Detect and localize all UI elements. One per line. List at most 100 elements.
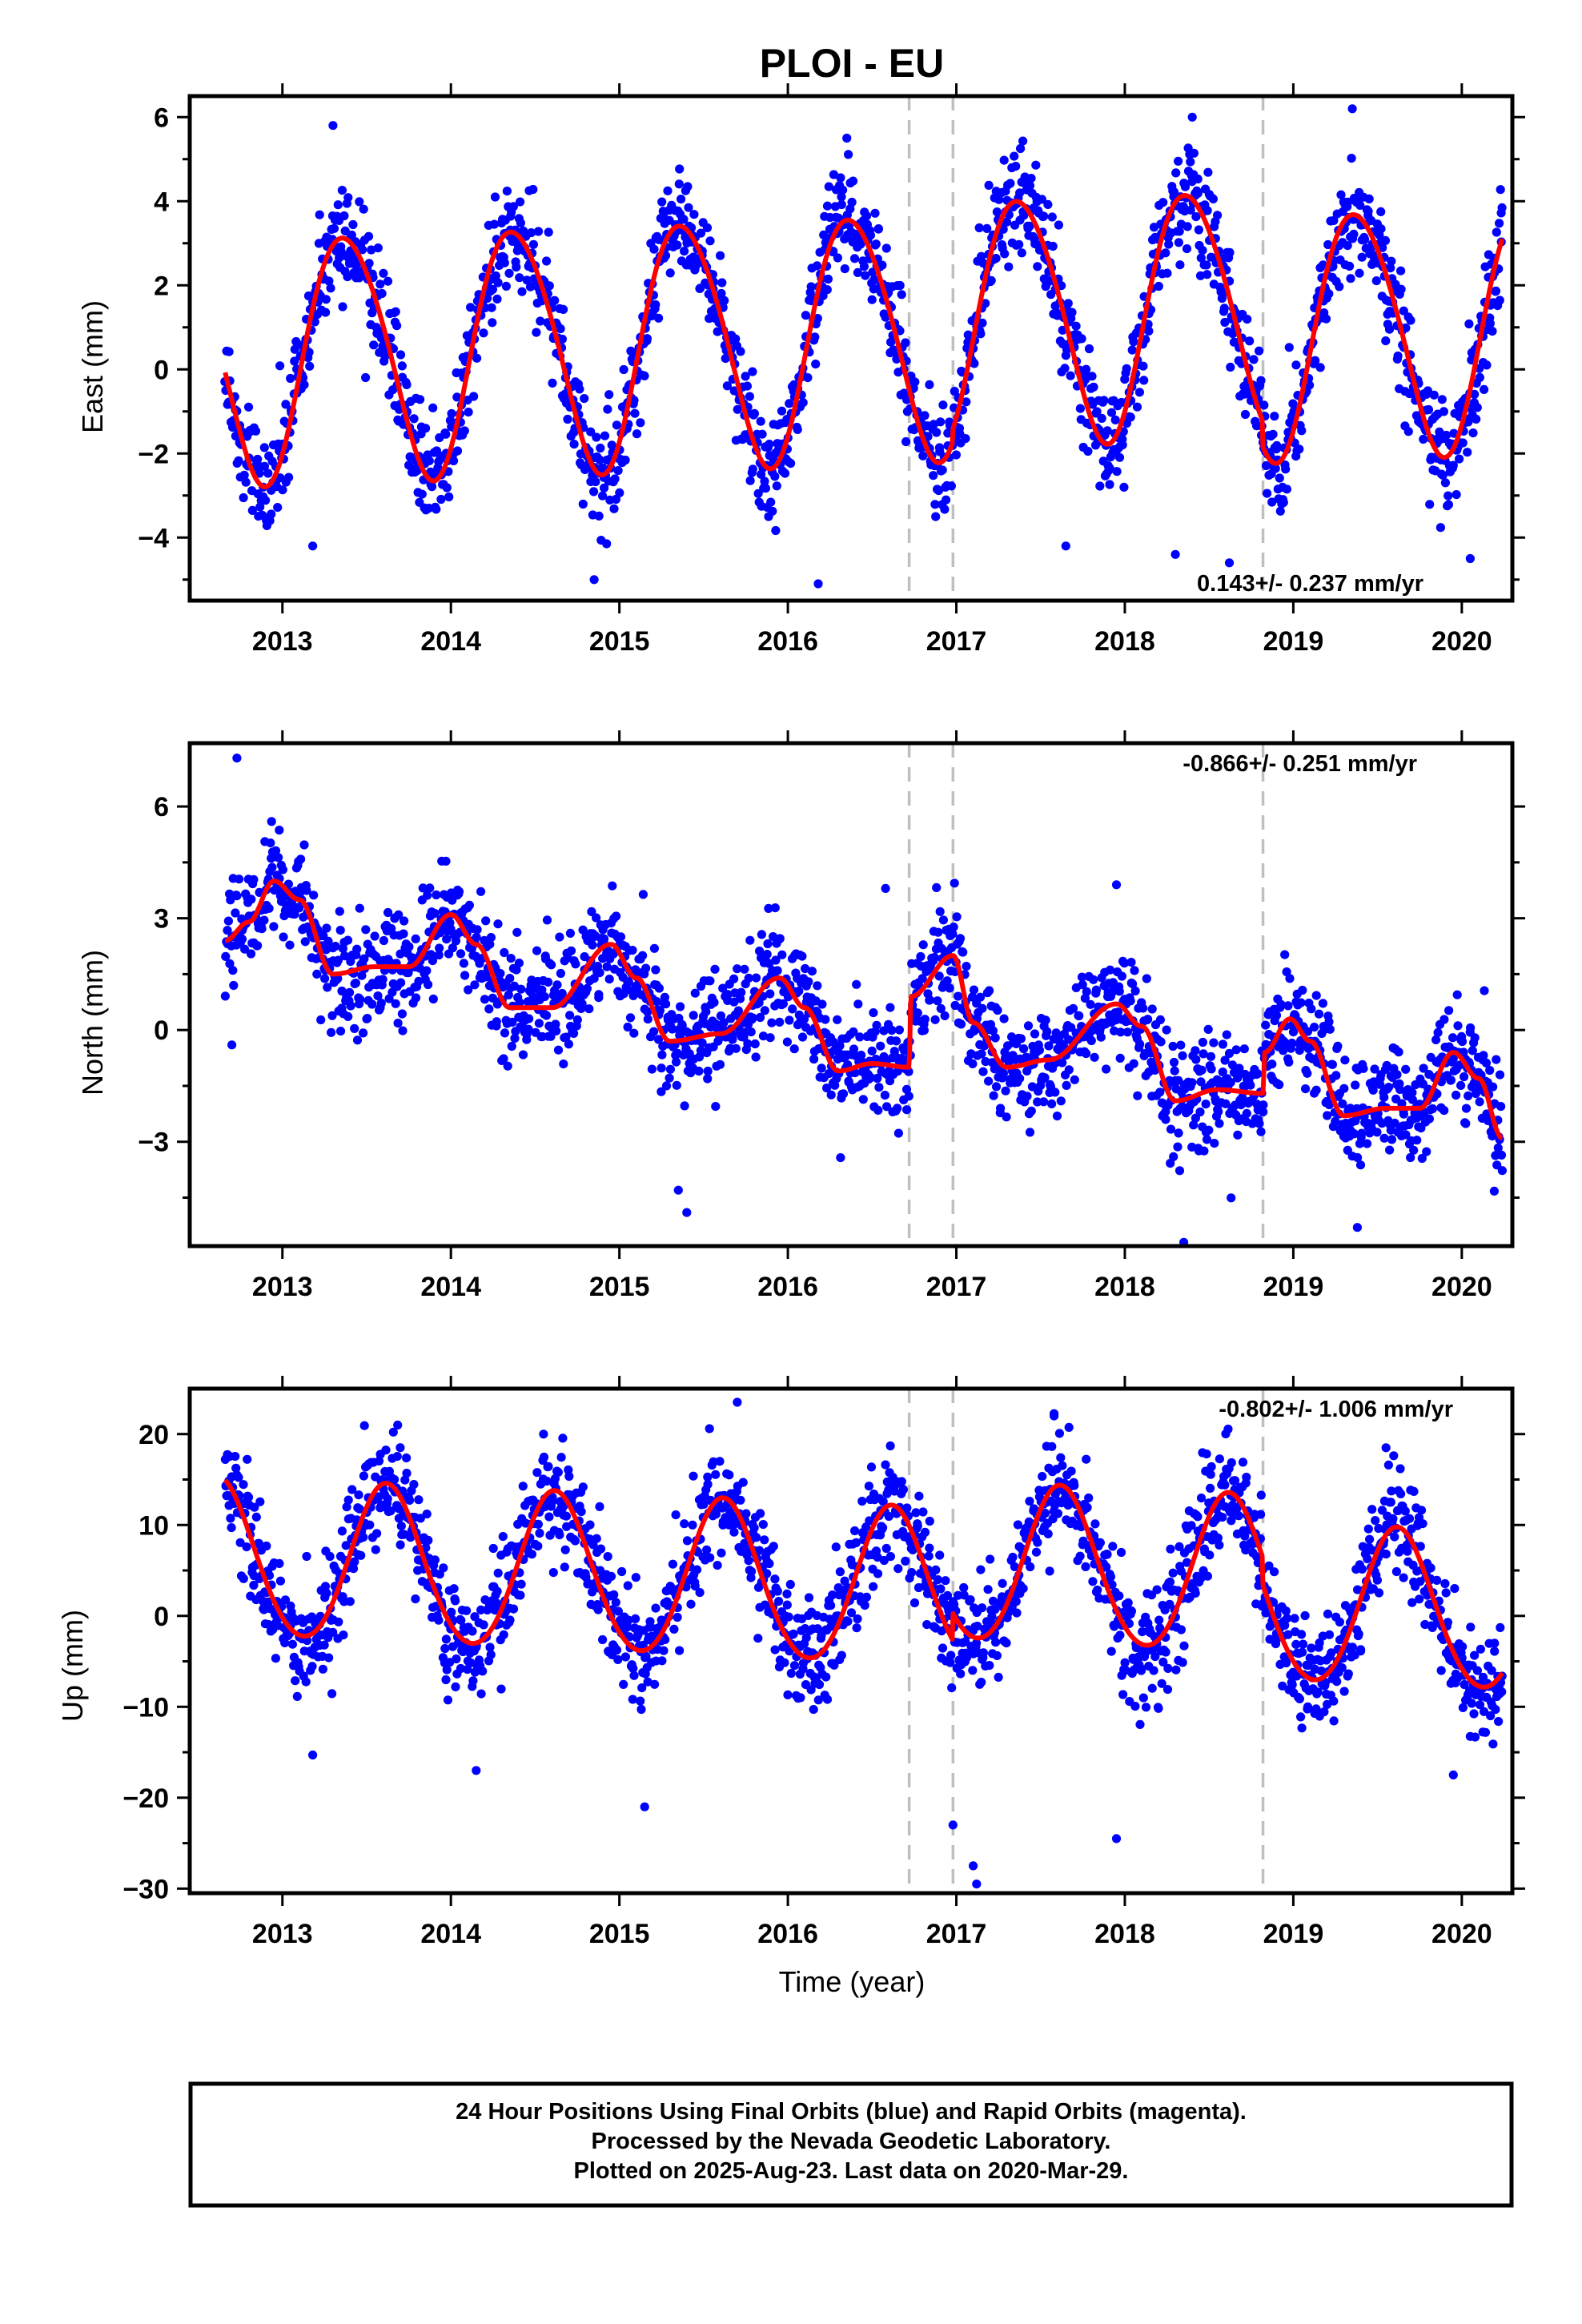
north-data-point — [227, 1040, 237, 1050]
north-data-point — [932, 883, 942, 892]
north-data-point — [1470, 1033, 1480, 1043]
east-data-point — [569, 440, 579, 449]
east-data-point — [696, 228, 706, 238]
north-data-point — [975, 992, 986, 1002]
east-y-axis-title: East (mm) — [76, 300, 109, 433]
north-y-tick-label: 0 — [154, 1015, 169, 1046]
east-x-tick-label: 2017 — [926, 626, 987, 657]
north-data-point — [1253, 1069, 1263, 1079]
north-data-point — [566, 946, 576, 955]
up-data-point — [416, 1514, 425, 1523]
up-data-point — [456, 1663, 466, 1674]
east-data-point — [402, 380, 412, 389]
north-data-point — [1355, 1139, 1365, 1148]
east-data-point — [557, 334, 568, 344]
east-data-point — [1011, 162, 1021, 171]
east-data-point — [1288, 399, 1298, 408]
north-data-point — [1078, 980, 1087, 990]
north-data-point — [1207, 1064, 1216, 1074]
east-data-point — [449, 456, 459, 466]
north-data-point — [988, 1026, 998, 1035]
up-data-point — [789, 1661, 800, 1671]
north-data-point — [653, 1035, 664, 1044]
east-data-point — [373, 243, 383, 253]
east-data-point — [367, 245, 376, 255]
east-data-point — [1387, 256, 1396, 266]
east-data-point — [500, 258, 509, 267]
up-data-point — [606, 1571, 616, 1581]
north-data-point — [1401, 1130, 1411, 1140]
east-data-point — [1114, 452, 1125, 462]
east-data-point — [609, 504, 619, 513]
east-data-point — [1063, 299, 1073, 308]
up-data-point — [758, 1520, 768, 1530]
north-data-point — [430, 909, 440, 919]
up-data-point — [371, 1545, 380, 1554]
east-data-point — [1324, 289, 1334, 299]
up-data-point — [476, 1605, 486, 1614]
north-data-point — [762, 950, 772, 959]
east-data-point — [544, 281, 554, 291]
north-data-point — [602, 962, 612, 971]
north-data-point — [1338, 1099, 1347, 1108]
up-data-point — [354, 1490, 363, 1500]
east-data-point — [508, 202, 519, 211]
north-data-point — [518, 1050, 528, 1059]
north-x-tick-label: 2016 — [757, 1272, 818, 1302]
north-data-point — [817, 1063, 826, 1073]
north-data-point — [228, 966, 238, 975]
north-data-point — [333, 955, 343, 965]
up-data-point — [402, 1469, 412, 1478]
north-data-point — [1407, 1088, 1417, 1097]
east-data-point — [517, 287, 527, 296]
up-data-point — [422, 1510, 432, 1519]
up-data-point — [749, 1523, 759, 1533]
up-data-point — [911, 1508, 921, 1518]
north-data-point — [1406, 1152, 1415, 1163]
east-data-point — [867, 295, 877, 304]
up-data-point — [325, 1551, 335, 1562]
east-data-point — [674, 179, 684, 189]
north-data-point — [399, 929, 408, 939]
up-data-point — [249, 1580, 259, 1590]
north-data-point — [1351, 1080, 1360, 1090]
east-data-point — [813, 579, 823, 589]
north-data-point — [351, 979, 360, 988]
up-data-point — [873, 1569, 883, 1578]
up-data-point — [909, 1598, 920, 1608]
north-data-point — [507, 1041, 516, 1051]
east-data-point — [1335, 282, 1344, 292]
up-data-point — [920, 1527, 930, 1537]
up-data-point — [263, 1597, 273, 1606]
east-data-point — [1175, 260, 1185, 270]
north-data-point — [901, 1084, 912, 1094]
east-data-point — [920, 411, 930, 420]
up-data-point — [553, 1467, 563, 1477]
north-data-point — [470, 980, 480, 990]
north-data-point — [1481, 1058, 1492, 1068]
north-data-point — [1307, 1004, 1316, 1014]
east-data-point — [528, 239, 539, 249]
north-data-point — [1497, 1166, 1507, 1176]
north-data-point — [508, 1017, 517, 1027]
east-data-point — [951, 450, 961, 460]
north-data-point — [934, 971, 944, 981]
up-data-point — [612, 1645, 622, 1655]
north-data-point — [379, 935, 388, 946]
north-data-point — [710, 964, 720, 974]
north-data-point — [269, 922, 279, 931]
north-data-point — [1002, 1112, 1011, 1122]
east-data-point — [488, 318, 497, 328]
east-data-point — [532, 328, 541, 337]
east-data-point — [488, 284, 498, 294]
north-data-point — [942, 976, 952, 986]
north-data-point — [899, 1046, 909, 1055]
north-data-point — [1114, 987, 1124, 996]
east-data-point — [661, 251, 671, 260]
north-data-point — [267, 817, 276, 826]
east-data-point — [615, 488, 624, 498]
east-data-point — [427, 482, 437, 492]
up-data-point — [651, 1603, 661, 1613]
east-data-point — [1105, 480, 1114, 489]
north-data-point — [1301, 1084, 1311, 1094]
